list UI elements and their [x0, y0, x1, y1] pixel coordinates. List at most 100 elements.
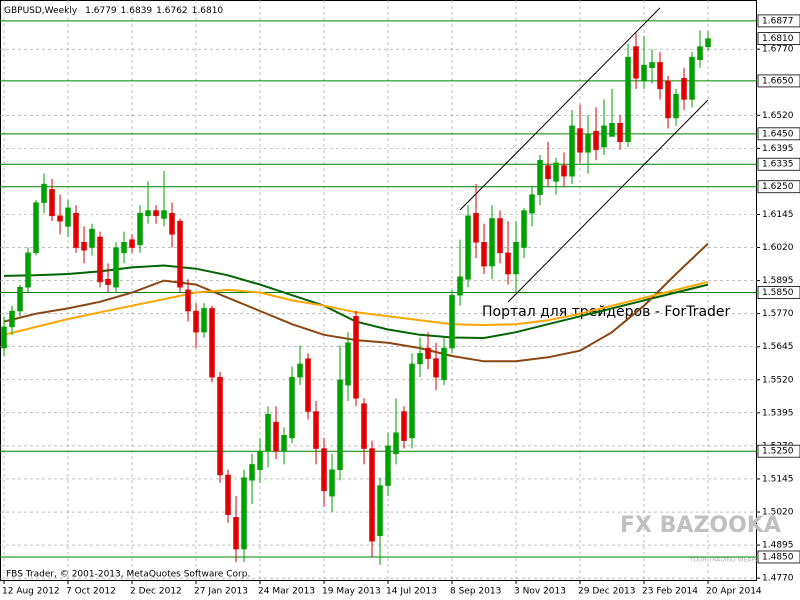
level-box: [757, 127, 800, 141]
candle-body: [409, 363, 415, 439]
candle-body: [401, 411, 407, 441]
candle-body: [361, 403, 367, 449]
candle-body: [313, 411, 319, 449]
x-tick-label: 3 Nov 2013: [514, 587, 566, 597]
candle-body: [593, 130, 599, 150]
channel-line: [459, 7, 661, 211]
candle-body: [249, 464, 255, 481]
candle-body: [657, 62, 663, 90]
current-price-label: 1.6810: [762, 34, 794, 44]
level-label: 1.6335: [762, 160, 794, 170]
candle-body: [65, 207, 71, 227]
candle-body: [329, 469, 335, 497]
candle-body: [649, 62, 655, 68]
candle-body: [489, 218, 495, 267]
candle-body: [689, 56, 695, 100]
x-tick-label: 23 Feb 2014: [642, 587, 698, 597]
y-tick-label: 1.5020: [762, 508, 794, 518]
candle-body: [481, 242, 487, 267]
level-box: [757, 157, 800, 171]
candle-body: [41, 183, 47, 203]
candle-body: [273, 421, 279, 452]
y-tick-label: 1.5520: [762, 375, 794, 385]
candle-body: [457, 276, 463, 296]
candle-body: [177, 220, 183, 288]
candle-body: [505, 252, 511, 275]
watermark-logo: FX BAZOOKA: [620, 513, 781, 538]
x-tick-label: 27 Jan 2013: [194, 587, 248, 597]
candle-body: [1, 326, 7, 349]
candle-body: [161, 210, 167, 219]
candle-body: [617, 122, 623, 143]
level-label: 1.5250: [762, 447, 794, 457]
candle-body: [673, 93, 679, 119]
candle-body: [9, 310, 15, 328]
candle-body: [369, 448, 375, 542]
candle-body: [585, 133, 591, 153]
x-tick-label: 7 Oct 2012: [66, 587, 116, 597]
candle-body: [241, 477, 247, 550]
y-tick-label: 1.5395: [762, 408, 794, 418]
y-tick-label: 1.6395: [762, 144, 794, 154]
y-tick-label: 1.5645: [762, 342, 794, 352]
level-box: [757, 444, 800, 458]
x-tick-label: 12 Aug 2012: [2, 587, 60, 597]
level-label: 1.6877: [762, 16, 794, 26]
candle-body: [105, 279, 111, 285]
candle-body: [49, 189, 55, 217]
candle-body: [17, 286, 23, 312]
y-tick-label: 1.4770: [762, 574, 794, 584]
candle-body: [321, 448, 327, 492]
candle-body: [497, 218, 503, 254]
x-tick-label: 29 Dec 2013: [578, 587, 636, 597]
candle-body: [601, 125, 607, 148]
candle-body: [57, 215, 63, 222]
candle-body: [529, 194, 535, 214]
candle-body: [441, 347, 447, 381]
x-tick-label: 20 Apr 2014: [706, 587, 762, 597]
candle-body: [665, 80, 671, 119]
candle-body: [385, 445, 391, 486]
y-tick-label: 1.5145: [762, 474, 794, 484]
y-tick-label: 1.4895: [762, 541, 794, 551]
level-box: [757, 74, 800, 88]
current-price-box: [757, 32, 800, 46]
candle-body: [569, 125, 575, 177]
level-label: 1.6250: [762, 182, 794, 192]
candle-body: [537, 160, 543, 195]
y-tick-label: 1.6770: [762, 45, 794, 55]
candle-body: [553, 162, 559, 182]
y-tick-label: 1.5770: [762, 309, 794, 319]
candle-body: [33, 202, 39, 254]
candle-body: [193, 310, 199, 333]
ohlc-value: 1.6810: [192, 6, 224, 16]
watermark: Портал для трейдеров - ForTrader: [482, 304, 731, 320]
candle-body: [633, 46, 639, 79]
candle-body: [297, 363, 303, 378]
level-box: [757, 286, 800, 299]
candle-body: [697, 46, 703, 61]
candle-body: [145, 210, 151, 217]
candle-body: [233, 517, 239, 550]
x-tick-label: 19 May 2013: [322, 587, 381, 597]
candle-body: [561, 165, 567, 177]
level-box: [757, 180, 800, 194]
ohlc-value: 1.6839: [121, 6, 153, 16]
candle-body: [113, 247, 119, 288]
level-label: 1.6450: [762, 129, 794, 139]
candle-body: [625, 56, 631, 143]
candle-body: [433, 358, 439, 378]
level-label: 1.6650: [762, 76, 794, 86]
candle-body: [153, 210, 159, 217]
candle-body: [209, 308, 215, 378]
candle-body: [225, 474, 231, 515]
level-box: [757, 14, 800, 28]
candle-body: [449, 294, 455, 349]
candle-body: [73, 212, 79, 248]
candle-body: [97, 236, 103, 283]
y-tick-label: 1.5895: [762, 276, 794, 286]
candle-body: [305, 358, 311, 412]
x-tick-label: 24 Mar 2013: [258, 587, 315, 597]
symbol: GBPUSD,Weekly: [4, 6, 78, 16]
